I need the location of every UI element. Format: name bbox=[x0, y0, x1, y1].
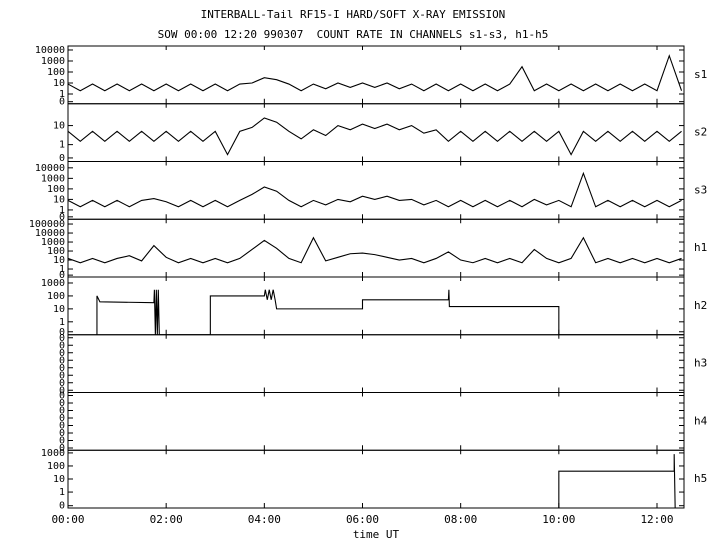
y-tick-label: 0 bbox=[59, 385, 65, 396]
x-tick-label: 12:00 bbox=[640, 513, 673, 526]
y-tick-label: 10000 bbox=[35, 228, 65, 239]
x-tick-label: 02:00 bbox=[150, 513, 183, 526]
y-tick-label: 0 bbox=[59, 443, 65, 454]
data-line bbox=[96, 289, 684, 335]
x-tick-label: 10:00 bbox=[542, 513, 575, 526]
x-tick-label: 04:00 bbox=[248, 513, 281, 526]
y-tick-label: 0 bbox=[59, 370, 65, 381]
y-tick-label: 1 bbox=[59, 140, 65, 151]
y-tick-label: 1000 bbox=[41, 237, 65, 248]
panel-frame bbox=[67, 103, 685, 162]
data-line bbox=[68, 171, 682, 208]
y-tick-label: 0 bbox=[59, 153, 65, 164]
y-tick-label: 10 bbox=[53, 194, 65, 205]
panel-frame bbox=[67, 161, 685, 220]
chart-subtitle: SOW 00:00 12:20 990307 COUNT RATE IN CHA… bbox=[158, 28, 549, 41]
y-tick-label: 0 bbox=[59, 501, 65, 512]
panel-label: h1 bbox=[694, 241, 707, 254]
y-tick-label: 100 bbox=[47, 184, 65, 195]
y-tick-label: 0 bbox=[59, 327, 65, 338]
y-tick-label: 1 bbox=[59, 89, 65, 100]
y-tick-label: 1000 bbox=[41, 448, 65, 459]
y-tick-label: 0 bbox=[59, 378, 65, 389]
y-tick-label: 1 bbox=[59, 317, 65, 328]
y-tick-label: 0 bbox=[59, 413, 65, 424]
y-tick-label: 100000 bbox=[29, 219, 65, 230]
panel-frame bbox=[67, 45, 685, 105]
y-tick-label: 100 bbox=[47, 246, 65, 257]
y-tick-label: 0 bbox=[59, 212, 65, 223]
y-tick-label: 10 bbox=[53, 255, 65, 266]
y-tick-label: 1 bbox=[59, 487, 65, 498]
x-axis-label: time UT bbox=[353, 528, 400, 541]
panel-frame bbox=[67, 334, 685, 393]
panel-label: h5 bbox=[694, 472, 707, 485]
y-tick-label: 0 bbox=[59, 406, 65, 417]
y-tick-label: 0 bbox=[59, 270, 65, 281]
x-tick-label: 00:00 bbox=[51, 513, 84, 526]
y-tick-label: 10 bbox=[53, 304, 65, 315]
y-tick-label: 100 bbox=[47, 67, 65, 78]
panel-frame bbox=[67, 276, 685, 336]
y-tick-label: 10 bbox=[53, 474, 65, 485]
y-tick-label: 10 bbox=[53, 121, 65, 132]
panel-label: s1 bbox=[694, 68, 707, 81]
panel-label: h2 bbox=[694, 299, 707, 312]
y-tick-label: 1000 bbox=[41, 278, 65, 289]
data-line bbox=[558, 454, 676, 508]
panel-label: s2 bbox=[694, 126, 707, 139]
panel-frame bbox=[67, 449, 685, 509]
y-tick-label: 0 bbox=[59, 428, 65, 439]
data-line bbox=[68, 236, 682, 264]
y-tick-label: 0 bbox=[59, 97, 65, 108]
y-tick-label: 0 bbox=[59, 363, 65, 374]
y-tick-label: 100 bbox=[47, 461, 65, 472]
panel-label: h4 bbox=[694, 414, 708, 427]
y-tick-label: 0 bbox=[59, 348, 65, 359]
y-tick-label: 100 bbox=[47, 291, 65, 302]
panel-label: h3 bbox=[694, 357, 707, 370]
y-tick-label: 1000 bbox=[41, 56, 65, 67]
panel-label: s3 bbox=[694, 183, 707, 196]
x-tick-label: 06:00 bbox=[346, 513, 379, 526]
y-tick-label: 0 bbox=[59, 333, 65, 344]
y-tick-label: 0 bbox=[59, 436, 65, 447]
x-tick-label: 08:00 bbox=[444, 513, 477, 526]
y-tick-label: 1 bbox=[59, 264, 65, 275]
y-tick-label: 0 bbox=[59, 355, 65, 366]
panel-frame bbox=[67, 218, 685, 278]
y-tick-label: 1000 bbox=[41, 173, 65, 184]
y-tick-label: 10000 bbox=[35, 45, 65, 56]
y-tick-label: 0 bbox=[59, 398, 65, 409]
y-tick-label: 0 bbox=[59, 340, 65, 351]
y-tick-label: 0 bbox=[59, 421, 65, 432]
panel-frame bbox=[67, 392, 685, 451]
y-tick-label: 0 bbox=[59, 391, 65, 402]
chart-title: INTERBALL-Tail RF15-I HARD/SOFT X-RAY EM… bbox=[201, 8, 506, 21]
y-tick-label: 1 bbox=[59, 205, 65, 216]
data-line bbox=[68, 117, 682, 156]
y-tick-label: 10 bbox=[53, 78, 65, 89]
y-tick-label: 10000 bbox=[35, 163, 65, 174]
data-line bbox=[68, 54, 683, 92]
